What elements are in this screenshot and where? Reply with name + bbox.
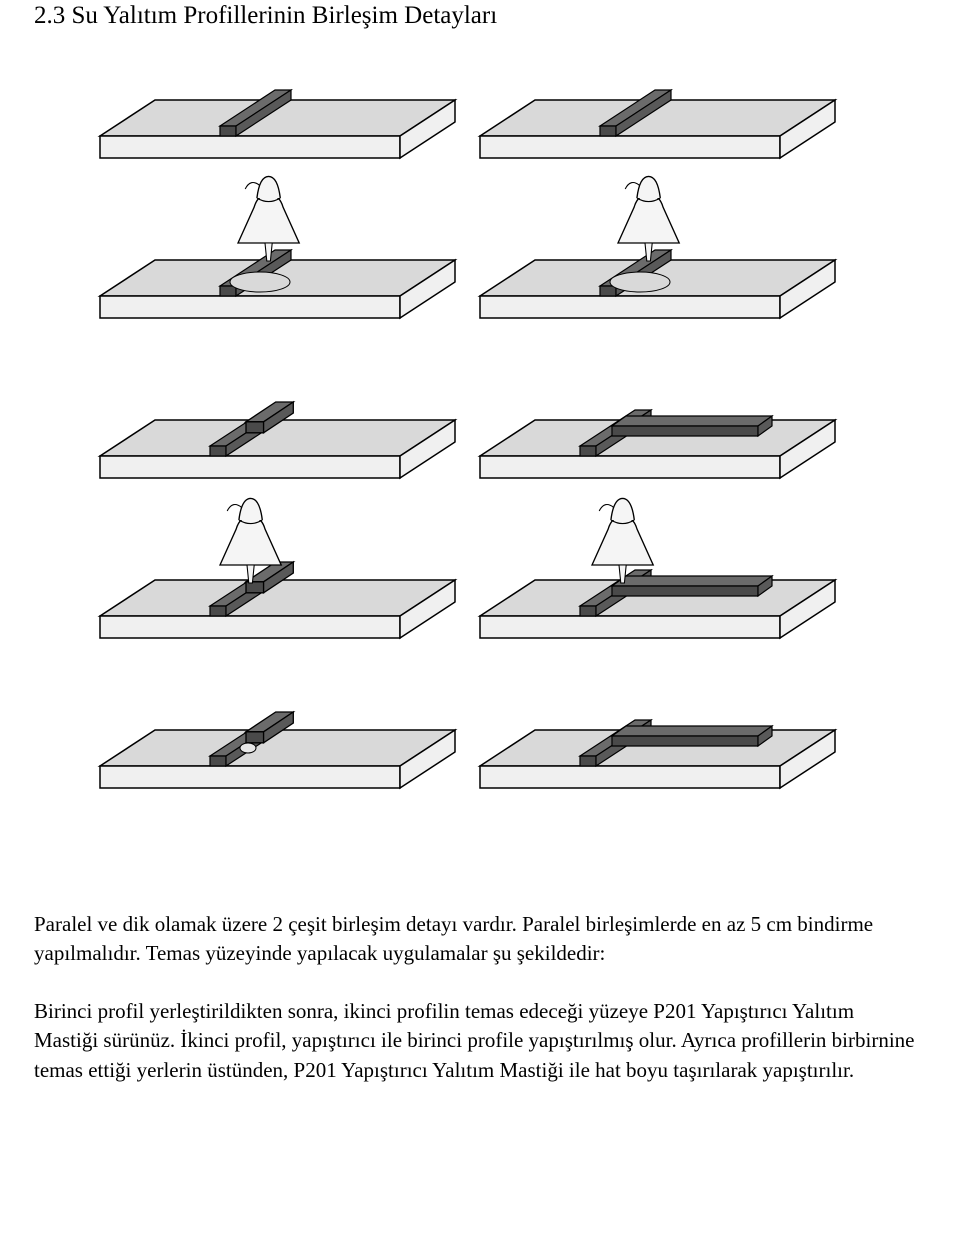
paragraph-instructions: Birinci profil yerleştirildikten sonra, … [0, 997, 960, 1085]
section-heading: 2.3 Su Yalıtım Profillerinin Birleşim De… [0, 0, 960, 30]
step-2-left [100, 176, 455, 318]
step-1-right [480, 90, 835, 158]
step-4-right [480, 498, 835, 638]
step-5-right [480, 720, 835, 788]
paragraph-intro: Paralel ve dik olamak üzere 2 çeşit birl… [0, 910, 960, 969]
step-5-left [100, 712, 455, 788]
step-4-left [100, 498, 455, 638]
step-2-right [480, 176, 835, 318]
step-3-right [480, 410, 835, 478]
step-3-left [100, 402, 455, 478]
step-1-left [100, 90, 455, 158]
assembly-diagram-figure [0, 30, 960, 910]
